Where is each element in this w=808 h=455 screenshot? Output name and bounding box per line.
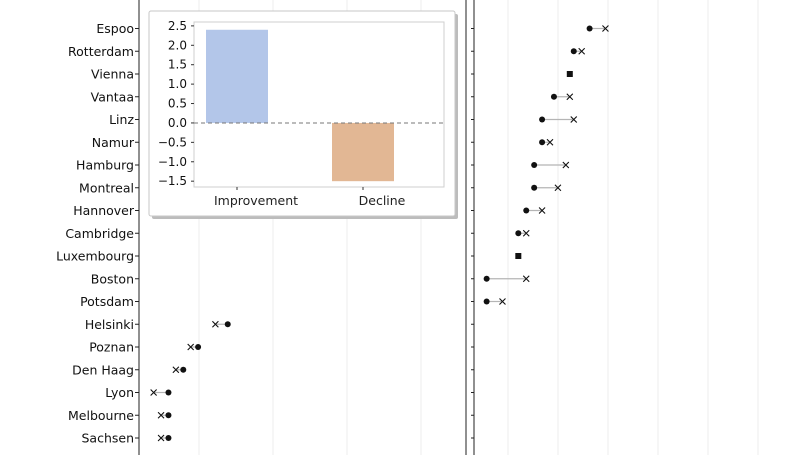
start-marker: [165, 435, 172, 441]
row-hamburg: Hamburg: [76, 158, 570, 173]
start-marker: [180, 366, 187, 373]
category-label: Vantaa: [91, 89, 134, 104]
row-hannover: Hannover: [73, 203, 546, 218]
row-luxembourg: Luxembourg: [56, 249, 522, 264]
inset-ytick-label: 0.5: [168, 97, 187, 111]
inset-ytick-label: 1.0: [168, 77, 187, 91]
category-label: Rotterdam: [68, 44, 134, 59]
category-label: Linz: [109, 112, 134, 127]
start-marker: [483, 275, 490, 282]
row-poznan: Poznan: [89, 340, 474, 355]
category-label: Cambridge: [65, 226, 134, 241]
inset-ytick-label: 2.5: [168, 19, 187, 33]
inset-plot-area: [193, 21, 445, 188]
start-marker: [539, 116, 546, 123]
start-marker: [531, 162, 538, 168]
category-label: Espoo: [96, 21, 134, 36]
category-label: Namur: [92, 135, 135, 150]
row-helsinki: Helsinki: [85, 317, 474, 332]
end-marker: [522, 275, 530, 283]
category-label: Potsdam: [80, 294, 134, 309]
row-montreal: Montreal: [79, 180, 562, 195]
start-marker: [566, 71, 573, 77]
start-marker: [483, 298, 490, 305]
start-marker: [523, 207, 530, 214]
inset-bar-decline: [332, 122, 394, 182]
end-marker: [187, 343, 195, 351]
end-marker: [570, 116, 578, 123]
start-marker: [531, 184, 538, 191]
start-marker: [570, 48, 577, 55]
row-rotterdam: Rotterdam: [68, 44, 586, 59]
row-potsdam: Potsdam: [80, 294, 506, 309]
start-marker: [539, 139, 546, 146]
inset-ytick-label: 0.0: [168, 116, 187, 130]
end-marker: [172, 366, 180, 374]
inset-ytick-label: 2.0: [168, 38, 187, 52]
end-marker: [566, 93, 574, 101]
row-cambridge: Cambridge: [65, 226, 530, 241]
category-label: Vienna: [91, 67, 134, 82]
end-marker: [554, 184, 562, 192]
row-espoo: Espoo: [96, 21, 609, 36]
row-sachsen: Sachsen: [81, 431, 474, 446]
end-marker: [212, 320, 219, 328]
row-melbourne: Melbourne: [68, 408, 474, 423]
category-label: Hannover: [73, 203, 135, 218]
row-linz: Linz: [109, 112, 578, 127]
inset-ytick-label: −1.5: [158, 174, 187, 188]
inset-ytick-label: 1.5: [168, 58, 187, 72]
category-label: Sachsen: [81, 431, 134, 446]
category-label: Hamburg: [76, 158, 134, 173]
inset-bar-chart: 2.5 2.0 1.5 1.0 0.5 0.0 −0.5 −1.0 −1.5 Improvemen…: [148, 10, 458, 219]
panel-frames: [138, 0, 475, 455]
category-label: Luxembourg: [56, 249, 134, 264]
start-marker: [586, 25, 593, 32]
inset-ytick-label: −1.0: [158, 155, 187, 169]
inset-bar-improvement: [206, 29, 268, 123]
start-marker: [195, 344, 202, 350]
end-marker: [562, 161, 570, 169]
start-marker: [165, 389, 172, 396]
start-marker: [165, 412, 172, 419]
start-marker: [515, 230, 522, 237]
end-marker: [546, 138, 554, 146]
end-marker: [578, 47, 586, 55]
start-marker: [550, 93, 557, 100]
inset-ytick-label: −0.5: [158, 135, 187, 149]
category-label: Den Haag: [72, 362, 134, 377]
end-marker: [522, 229, 530, 237]
row-boston: Boston: [91, 271, 530, 286]
category-label: Boston: [91, 271, 134, 286]
row-vantaa: Vantaa: [91, 89, 574, 104]
inset-frame: [148, 10, 456, 217]
end-marker: [150, 389, 158, 396]
category-label: Montreal: [79, 180, 134, 195]
row-den-haag: Den Haag: [72, 362, 474, 377]
row-namur: Namur: [92, 135, 554, 150]
category-label: Helsinki: [85, 317, 134, 332]
start-marker: [515, 253, 522, 259]
row-vienna: Vienna: [91, 67, 573, 82]
end-marker: [602, 25, 609, 32]
inset-category-label: Improvement: [214, 193, 298, 208]
end-marker: [499, 298, 506, 305]
end-marker: [157, 434, 165, 442]
end-marker: [157, 411, 165, 419]
dumbbell-rows: Espoo Rotterdam Vienna Vantaa Linz Namur Hambu…: [56, 21, 609, 446]
category-label: Poznan: [89, 340, 134, 355]
end-marker: [538, 207, 546, 214]
category-label: Melbourne: [68, 408, 134, 423]
category-label: Lyon: [105, 385, 134, 400]
inset-category-label: Decline: [359, 193, 406, 208]
start-marker: [224, 321, 231, 328]
row-lyon: Lyon: [105, 385, 474, 400]
